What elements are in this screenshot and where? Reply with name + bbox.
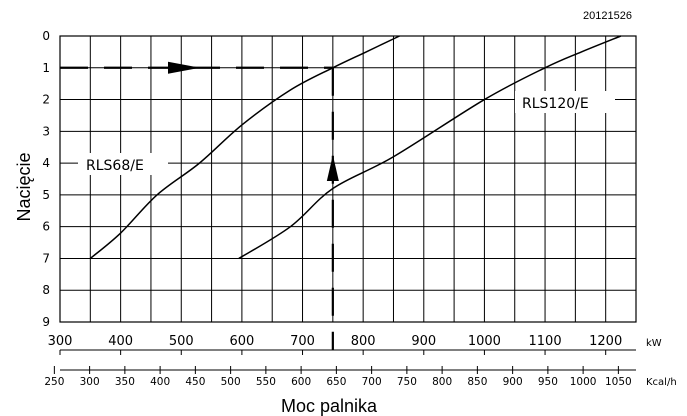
y-tick-label: 8: [42, 283, 50, 297]
kcal-unit-label: Kcal/h: [646, 377, 677, 388]
kcal-tick-label: 350: [115, 376, 135, 388]
kcal-tick-label: 300: [80, 376, 100, 388]
kw-tick-label: 600: [229, 334, 254, 349]
y-tick-label: 4: [42, 156, 50, 170]
kcal-tick-label: 850: [467, 376, 487, 388]
y-axis-title: Nacięcie: [14, 152, 34, 221]
kcal-tick-label: 400: [150, 376, 170, 388]
curves: [89, 35, 622, 260]
kcal-tick-label: 750: [397, 376, 417, 388]
document-code: 20121526: [583, 10, 632, 22]
kw-tick-label: 1100: [529, 334, 562, 349]
series-line-rls68: [89, 35, 400, 260]
y-tick-label: 7: [42, 251, 50, 265]
series-label-rls120: RLS120/E: [515, 91, 615, 113]
kcal-tick-label: 700: [362, 376, 382, 388]
y-tick-label: 0: [42, 29, 50, 43]
y-tick-label: 9: [42, 315, 50, 329]
y-tick-label: 6: [42, 220, 50, 234]
series-name-rls120: RLS120/E: [522, 96, 589, 112]
y-tick-label: 3: [42, 124, 50, 138]
arrow-up-icon: [326, 155, 339, 181]
kcal-tick-label: 600: [291, 376, 311, 388]
y-tick-labels: 0 1 2 3 4 5 6 7 8 9: [42, 29, 50, 329]
kcal-tick-label: 550: [256, 376, 276, 388]
kcal-tick-labels: 250 300 350 400 450 500 550 600 650 700 750 800 850 9…: [44, 366, 632, 388]
grid: [59, 35, 637, 323]
x-axis-title: Moc palnika: [281, 396, 378, 416]
kcal-tick-label: 800: [432, 376, 452, 388]
kcal-tick-label: 650: [326, 376, 346, 388]
y-tick-label: 2: [42, 93, 50, 107]
kcal-tick-label: 1000: [570, 376, 597, 388]
kw-tick-label: 400: [108, 334, 133, 349]
kw-tick-label: 900: [411, 334, 436, 349]
series-name-rls68: RLS68/E: [86, 158, 144, 174]
kw-tick-label: 300: [48, 334, 73, 349]
y-tick-label: 5: [42, 188, 50, 202]
kw-tick-label: 1200: [589, 334, 622, 349]
kcal-tick-label: 900: [503, 376, 523, 388]
kw-unit-label: kW: [646, 338, 662, 349]
y-tick-label: 1: [42, 61, 50, 75]
kcal-tick-label: 1050: [605, 376, 632, 388]
kcal-tick-label: 450: [185, 376, 205, 388]
kw-tick-label: 500: [169, 334, 194, 349]
kcal-tick-label: 500: [221, 376, 241, 388]
arrow-right-icon: [168, 61, 200, 74]
plot-frame: [59, 35, 637, 323]
kcal-tick-label: 250: [44, 376, 64, 388]
kw-tick-label: 1000: [468, 334, 501, 349]
kcal-tick-label: 950: [538, 376, 558, 388]
kw-tick-label: 800: [351, 334, 376, 349]
example-path: [60, 61, 339, 350]
kw-tick-labels: 300 400 500 600 700 800 900 1000 1100 1200: [48, 334, 622, 355]
kw-tick-label: 700: [290, 334, 315, 349]
series-label-rls68: RLS68/E: [78, 153, 168, 175]
series-line-rls120: [238, 35, 622, 260]
